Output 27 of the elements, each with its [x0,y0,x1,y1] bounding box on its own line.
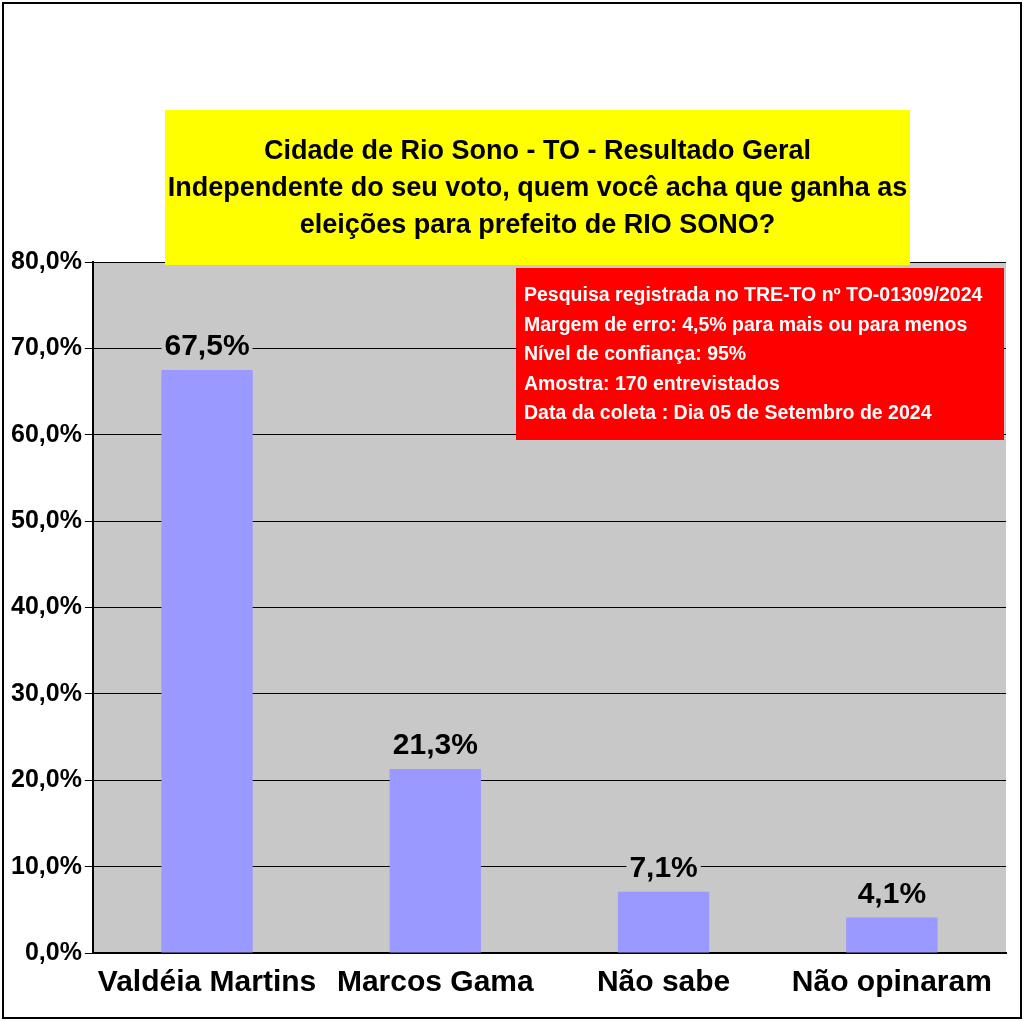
chart-title: Cidade de Rio Sono - TO - Resultado Geral Independente do seu voto, quem você acha que ganha as eleições para prefeito de RIO SONO? [166,134,909,241]
data-label: 67,5% [164,328,250,362]
x-tick-label: Valdéia Martins [97,964,317,998]
annotation: Amostra: 170 entrevistados [524,370,781,396]
annotation: Margem de erro: 4,5% para mais ou para menos [524,311,969,337]
y-tick-label: 40,0% [11,591,82,620]
annotation: Nível de confiança: 95% [524,341,748,366]
bar [389,769,481,953]
bar [617,891,710,953]
bar [161,369,253,953]
x-tick-label: Não opinaram [791,964,992,998]
bar [846,917,938,953]
data-label: 21,3% [392,727,478,761]
annotation: Pesquisa registrada no TRE-TO nº TO-01309/2024 [524,282,984,307]
y-tick-label: 50,0% [11,505,82,534]
data-label: 7,1% [629,849,698,883]
x-tick-label: Marcos Gama [336,964,534,998]
annotation: Data da coleta : Dia 05 de Setembro de 2024 [524,400,933,425]
y-tick-label: 10,0% [11,850,82,879]
y-tick-label: 70,0% [11,332,82,361]
y-tick-label: 80,0% [11,245,82,274]
data-label: 4,1% [857,875,927,909]
x-tick-label: Não sabe [596,964,731,998]
y-tick-label: 20,0% [11,764,82,793]
y-tick-label: 60,0% [11,418,82,447]
y-tick-label: 30,0% [11,677,82,706]
y-tick-label: 0,0% [24,936,82,965]
